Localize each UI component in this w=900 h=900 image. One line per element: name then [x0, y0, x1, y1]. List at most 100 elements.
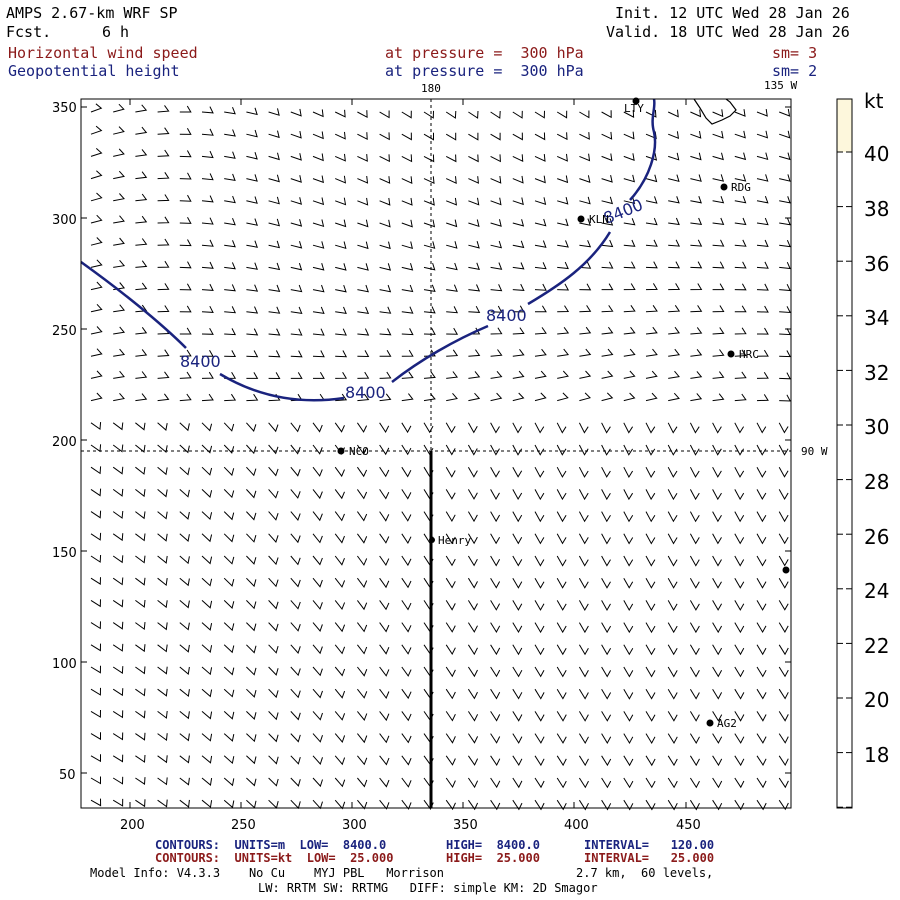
wind-barb — [779, 152, 791, 161]
wind-barb — [246, 777, 257, 787]
wind-barb — [379, 132, 390, 141]
wind-barb — [157, 194, 170, 202]
wind-barb — [623, 489, 634, 501]
wind-barb — [90, 776, 101, 785]
wind-barb — [113, 148, 125, 157]
wind-barb — [356, 533, 368, 544]
wind-barb — [623, 733, 634, 745]
wind-barb — [534, 777, 545, 789]
wind-barb — [290, 241, 303, 249]
wind-barb — [557, 283, 570, 291]
wind-barb — [113, 193, 125, 202]
wind-barb — [135, 371, 148, 379]
wind-barb — [734, 622, 745, 634]
wind-barb — [734, 327, 747, 335]
wind-barb — [779, 196, 791, 204]
wind-barb — [512, 755, 523, 767]
wind-barb — [179, 711, 190, 720]
wind-barb — [778, 555, 789, 567]
colorbar: kt 40 38 36 34 32 30 28 26 24 22 20 18 — [836, 89, 889, 809]
wind-barb — [668, 239, 681, 247]
wind-barb — [778, 799, 789, 811]
wind-barb — [268, 644, 279, 654]
wind-barb — [179, 217, 192, 224]
wind-barb — [157, 622, 168, 631]
wind-barb — [357, 284, 369, 293]
wind-barb — [468, 284, 481, 292]
wind-barb — [490, 422, 500, 434]
wind-barb — [268, 240, 281, 249]
wind-barb — [90, 103, 103, 113]
wind-barb — [756, 466, 767, 478]
wind-barb — [135, 422, 146, 431]
wind-barb — [334, 711, 346, 721]
wind-barb — [578, 799, 589, 811]
wind-barb — [446, 371, 459, 379]
wind-barb — [756, 196, 769, 204]
wind-barb — [734, 422, 745, 434]
wind-barb — [179, 283, 192, 291]
wind-barb — [601, 392, 614, 402]
wind-barb — [645, 489, 656, 501]
wind-barb — [778, 600, 789, 611]
wind-barb — [112, 555, 124, 564]
colorbar-label-20: 20 — [864, 688, 889, 712]
wind-barb — [667, 755, 678, 767]
wind-barb — [623, 644, 634, 656]
wind-barb — [778, 777, 789, 789]
wind-barb — [290, 799, 301, 810]
y-tick-300: 300 — [52, 213, 77, 228]
wind-barb — [379, 284, 392, 293]
wind-barb — [446, 241, 458, 249]
wind-barb — [179, 777, 190, 786]
wind-barb — [135, 754, 146, 763]
wind-barb — [734, 239, 747, 247]
wind-barb — [734, 688, 745, 700]
wind-barb — [468, 371, 481, 379]
wind-barb — [201, 150, 214, 159]
wind-barb — [667, 799, 678, 811]
wind-barb — [690, 305, 703, 313]
axes — [81, 99, 791, 808]
wind-barb — [534, 327, 547, 335]
wind-barb — [401, 688, 412, 700]
wind-barb — [246, 600, 257, 610]
wind-barb — [668, 326, 681, 335]
colorbar-label-28: 28 — [864, 470, 889, 494]
wind-barb — [534, 370, 547, 379]
wind-barb — [312, 688, 323, 699]
wind-barb — [556, 711, 567, 722]
wind-barb — [667, 511, 678, 523]
y-tick-350: 350 — [52, 101, 77, 116]
wind-barb — [357, 175, 369, 184]
wind-barb — [401, 306, 414, 314]
wind-barb — [246, 196, 258, 204]
y-tick-50: 50 — [59, 768, 76, 783]
wind-barb — [246, 489, 257, 499]
wind-barb — [623, 555, 634, 567]
wind-barb — [490, 197, 502, 206]
wind-barb — [268, 711, 279, 721]
wind-barb — [534, 444, 545, 456]
wind-barb — [401, 755, 412, 766]
wind-barb — [579, 370, 592, 379]
wind-barb — [90, 643, 101, 652]
wind-barb — [246, 218, 258, 226]
wind-barb — [290, 577, 301, 588]
wind-barb — [246, 666, 257, 676]
wind-barb — [467, 444, 478, 456]
wind-barb — [401, 444, 412, 456]
wind-barb — [534, 132, 546, 141]
wind-barb — [290, 466, 301, 477]
wind-barb — [690, 239, 703, 247]
wind-barb — [312, 263, 325, 271]
wind-barb — [778, 622, 789, 634]
wind-barb — [689, 711, 700, 722]
wind-barb — [112, 533, 124, 542]
station-ag2-label: AG2 — [717, 717, 737, 730]
wind-barb — [201, 755, 213, 764]
wind-barb — [379, 328, 392, 336]
wind-barb — [423, 176, 435, 185]
y-tick-200: 200 — [52, 435, 77, 450]
wind-barb — [401, 284, 414, 293]
